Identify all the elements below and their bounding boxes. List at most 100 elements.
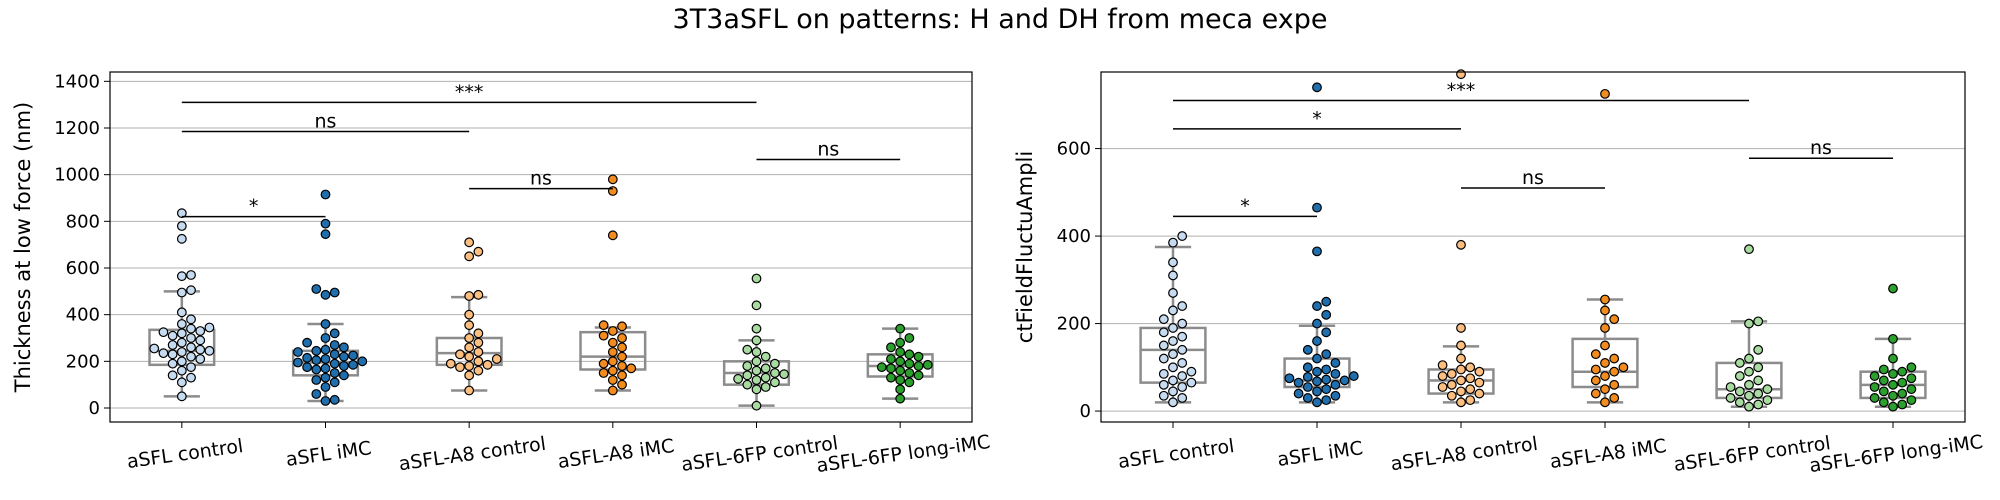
thickness-point <box>473 328 484 339</box>
ctfield-point <box>1312 386 1322 397</box>
thickness-point <box>320 189 331 200</box>
ctfield-point <box>1609 393 1620 403</box>
thickness-point <box>491 354 502 364</box>
thickness-ytick-label: 0 <box>89 398 100 419</box>
thickness-point <box>195 344 206 355</box>
ctfield-point <box>1753 375 1764 386</box>
thickness-point <box>607 230 618 241</box>
thickness-point <box>913 351 924 362</box>
ctfield-point <box>1186 366 1197 377</box>
thickness-point <box>617 321 627 332</box>
thickness-point <box>167 370 178 381</box>
thickness-point <box>607 347 618 357</box>
thickness-point <box>176 307 187 318</box>
thickness-point <box>311 345 322 356</box>
ctfield-point <box>1888 283 1898 294</box>
thickness-point <box>311 375 322 385</box>
ctfield-annotation-label: ns <box>1522 167 1544 189</box>
thickness-point <box>607 365 618 376</box>
ctfield-point <box>1312 202 1322 213</box>
ctfield-point <box>1878 397 1889 408</box>
ctfield-point <box>1753 344 1764 355</box>
ctfield-point <box>1339 375 1350 386</box>
ctfield-point <box>1734 371 1745 381</box>
thickness-point <box>598 368 609 378</box>
thickness-point <box>302 362 313 373</box>
ctfield-annotation-label: *** <box>1447 79 1476 101</box>
ctfield-point <box>1897 388 1908 399</box>
ctfield-point <box>1906 384 1917 395</box>
thickness-point <box>742 370 753 381</box>
thickness-point <box>751 273 762 284</box>
ctfield-point <box>1474 377 1485 388</box>
ctfield-point <box>1158 327 1169 338</box>
thickness-point <box>751 365 762 376</box>
ctfield-point <box>1888 401 1898 412</box>
thickness-point <box>320 363 331 374</box>
thickness-point <box>895 347 906 357</box>
ctfield-point <box>1600 340 1610 351</box>
ctfield-point <box>1618 362 1629 373</box>
thickness-point <box>617 351 627 362</box>
thickness-point <box>186 270 196 280</box>
ctfield-point <box>1321 349 1332 360</box>
ctfield-point <box>1600 294 1610 305</box>
thickness-point <box>751 356 762 367</box>
thickness-point <box>598 320 609 331</box>
ctfield-point <box>1753 362 1764 373</box>
thickness-point <box>158 327 169 338</box>
thickness-ytick-label: 1400 <box>54 71 100 92</box>
thickness-point <box>751 347 762 357</box>
ctfield-point <box>1609 366 1620 377</box>
thickness-point <box>302 337 313 348</box>
thickness-point <box>464 251 475 262</box>
ctfield-point <box>1302 382 1313 392</box>
ctfield-point <box>1600 397 1610 408</box>
thickness-ytick-label: 800 <box>66 211 100 232</box>
thickness-point <box>195 335 206 346</box>
ctfield-ytick-label: 200 <box>1057 314 1091 335</box>
thickness-point <box>607 326 618 336</box>
thickness-point <box>617 361 627 371</box>
ctfield-ylabel: ctFieldFluctuAmpli <box>1013 151 1037 343</box>
ctfield-point <box>1321 309 1332 320</box>
ctfield-point <box>1177 393 1188 403</box>
ctfield-axes-frame <box>1100 71 1966 423</box>
thickness-point <box>311 364 322 375</box>
thickness-point <box>760 382 771 392</box>
thickness-point <box>473 289 484 300</box>
thickness-point <box>751 375 762 385</box>
ctfield-point <box>1177 231 1188 241</box>
ctfield-point <box>1456 386 1466 397</box>
ctfield-xtick-label: aSFL-6FP long-iMC <box>1808 431 1984 477</box>
ctfield-point <box>1465 395 1476 406</box>
ctfield-point <box>1302 372 1313 382</box>
thickness-point <box>473 347 484 357</box>
thickness-point <box>922 359 933 370</box>
ctfield-point <box>1600 384 1610 395</box>
ctfield-point <box>1321 327 1332 338</box>
ctfield-point <box>1446 379 1457 390</box>
thickness-point <box>195 354 206 364</box>
thickness-point <box>904 333 915 343</box>
ctfield-point <box>1312 397 1322 408</box>
thickness-point <box>464 342 475 353</box>
thickness-point <box>617 333 627 343</box>
ctfield-point <box>1186 377 1197 388</box>
ctfield-point <box>1878 386 1889 397</box>
ctfield-point <box>1753 399 1764 410</box>
ctfield-point <box>1330 358 1341 368</box>
ctfield-point <box>1590 388 1601 399</box>
thickness-point <box>607 375 618 385</box>
ctfield-point <box>1762 395 1773 406</box>
ctfield-point <box>1600 305 1610 316</box>
ctfield-point <box>1158 353 1169 364</box>
ctfield-point <box>1312 366 1322 377</box>
ctfield-point <box>1158 314 1169 325</box>
thickness-point <box>329 377 340 388</box>
thickness-point <box>455 349 465 360</box>
thickness-point <box>904 368 915 378</box>
thickness-point <box>339 351 349 362</box>
ctfield-point <box>1348 371 1359 381</box>
thickness-point <box>464 291 475 301</box>
